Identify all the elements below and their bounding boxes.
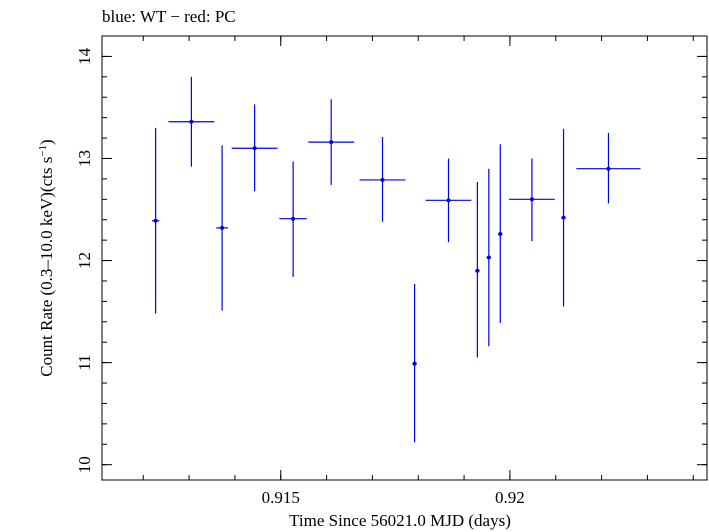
point-marker [486,255,491,260]
chart-title: blue: WT − red: PC [102,7,236,26]
point-marker [220,225,225,230]
point-marker [529,197,534,202]
point-marker [291,216,296,221]
y-axis-label: Count Rate (0.3–10.0 keV)(cts s−1) [37,139,56,376]
point-marker [606,166,611,171]
data-point [561,128,566,307]
y-tick-label: 13 [75,150,94,167]
data-points [151,76,641,443]
y-tick-label: 14 [75,47,94,64]
axis-ticks [102,35,707,480]
data-point [308,99,355,186]
data-point [498,144,503,323]
data-point [359,137,406,222]
y-tick-label: 12 [75,252,94,269]
y-axis-label-main: Count Rate (0.3–10.0 keV)(cts s [37,157,56,377]
point-marker [380,177,385,182]
data-point [151,127,160,314]
point-marker [153,218,158,223]
point-marker [561,215,566,220]
x-axis-label: Time Since 56021.0 MJD (days) [289,511,511,530]
plot-frame [101,35,708,481]
x-tick-label: 0.92 [495,488,525,507]
point-marker [412,361,417,366]
y-axis-label-close: ) [37,139,56,145]
point-marker [329,140,334,145]
data-point [168,76,215,167]
point-marker [446,198,451,203]
y-axis-label-superscript: −1 [37,145,49,157]
data-point [475,181,480,358]
x-tick-label: 0.915 [262,488,300,507]
data-point [509,158,555,242]
point-marker [475,268,480,273]
point-marker [498,232,503,237]
data-point [425,158,472,243]
data-point [216,145,229,311]
data-point [486,168,492,347]
point-marker [189,119,194,124]
point-marker [252,146,257,151]
y-tick-label: 11 [75,354,94,370]
data-point [412,284,417,443]
data-point [576,132,641,204]
y-tick-labels: 10 11 12 13 14 [75,47,94,473]
data-point [231,104,278,192]
data-point [279,161,307,277]
x-tick-labels: 0.915 0.92 [262,488,525,507]
y-tick-label: 10 [75,456,94,473]
